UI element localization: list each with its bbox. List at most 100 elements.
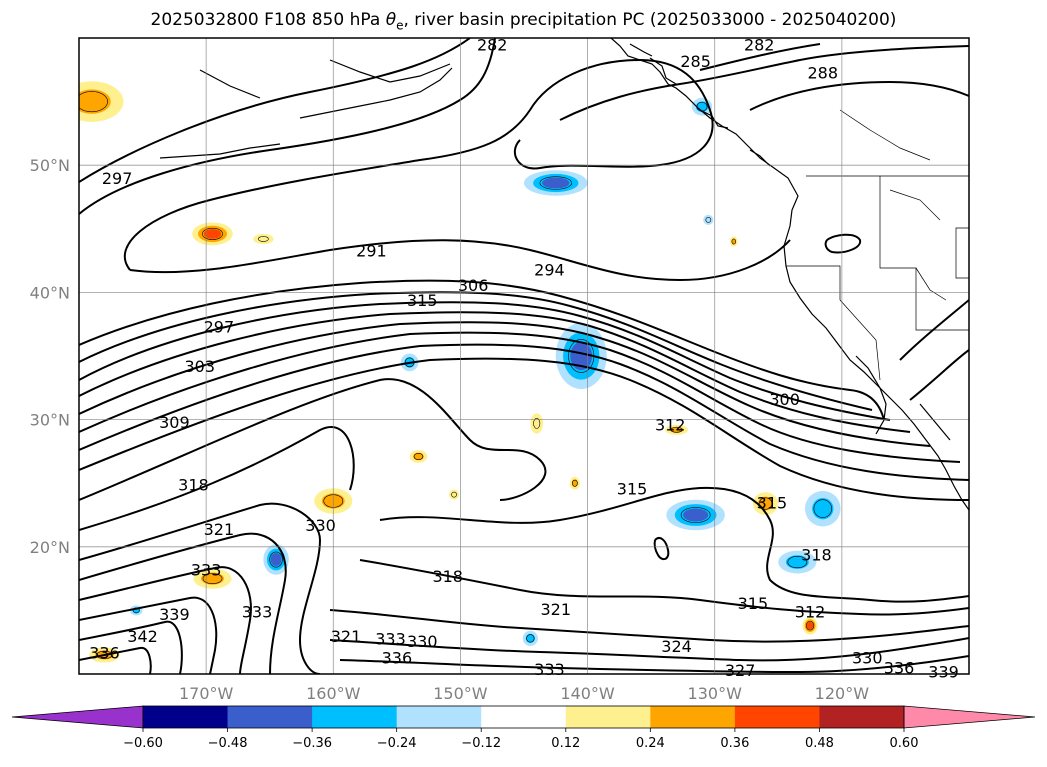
colorbar-segment xyxy=(396,706,482,728)
colorbar-tick-label: −0.12 xyxy=(461,736,501,751)
precip-anomaly-patch xyxy=(253,233,274,245)
contour-label: 297 xyxy=(204,318,235,337)
contour-label: 321 xyxy=(331,627,362,646)
precip-anomaly-outline xyxy=(572,479,578,487)
precip-anomaly-patch xyxy=(270,552,282,567)
precip-anomaly-patch xyxy=(703,214,714,225)
contour-label: 315 xyxy=(757,493,788,512)
precip-anomaly-outline xyxy=(451,491,457,498)
precip-anomaly-outline xyxy=(813,499,832,518)
contour-label: 339 xyxy=(928,662,959,681)
precip-anomaly-outline xyxy=(805,620,815,631)
contour-label: 303 xyxy=(185,357,216,376)
axis-tick-labels: 170°W 160°W 150°W 140°W 130°W 120°W 50°N 40°N 30… xyxy=(30,156,870,703)
contour-label: 288 xyxy=(808,63,839,82)
precip-anomaly-outline xyxy=(539,176,572,190)
colorbar-tick-label: 0.48 xyxy=(805,736,834,751)
contour-label: 327 xyxy=(725,661,756,680)
precip-anomaly-patch xyxy=(785,555,809,569)
contour-label: 318 xyxy=(801,545,832,564)
contour-labels: 282 282 285 288 297 291 294 306 315 297 303 300 309 3… xyxy=(89,35,959,681)
contour-label: 336 xyxy=(382,648,413,667)
precip-anomaly-outline xyxy=(705,217,712,223)
precip-anomaly-outline xyxy=(787,556,808,569)
precip-anomaly-patch xyxy=(683,508,709,522)
colorbar-tick-label: −0.36 xyxy=(292,736,332,751)
precip-anomaly-outline xyxy=(533,418,541,429)
colorbar-tick-label: −0.60 xyxy=(123,736,163,751)
colorbar-tick-label: 0.24 xyxy=(636,736,665,751)
contour-label: 336 xyxy=(89,643,120,662)
contour-label: 324 xyxy=(661,637,692,656)
lon-tick-label: 150°W xyxy=(433,684,488,703)
contour-label: 285 xyxy=(680,52,711,71)
colorbar-tick-label: −0.24 xyxy=(377,736,417,751)
contour-label: 321 xyxy=(204,520,235,539)
precip-anomaly-outline xyxy=(731,238,736,245)
precip-anomaly-patch xyxy=(669,426,684,433)
precip-anomaly-outline xyxy=(96,650,113,660)
contour-label: 282 xyxy=(744,35,775,54)
precip-anomaly-patch xyxy=(530,413,544,434)
precip-anomaly-patch xyxy=(812,497,834,520)
precip-anomaly-patch xyxy=(203,228,222,239)
contour-label: 330 xyxy=(852,648,883,667)
contour-label: 333 xyxy=(242,603,273,622)
contour-label: 300 xyxy=(769,390,800,409)
lat-tick-label: 20°N xyxy=(30,538,70,557)
lat-tick-label: 50°N xyxy=(30,156,70,175)
colorbar-tick-label: 0.36 xyxy=(720,736,749,751)
precip-anomaly-outline xyxy=(202,227,223,240)
precip-anomaly-outline xyxy=(680,507,711,523)
contour-label: 294 xyxy=(534,261,565,280)
precip-anomaly-patch xyxy=(542,177,570,189)
lon-tick-label: 160°W xyxy=(306,684,361,703)
precip-anomaly-patch xyxy=(201,572,224,585)
colorbar-segment xyxy=(819,706,905,728)
lon-tick-label: 130°W xyxy=(688,684,743,703)
lat-tick-label: 30°N xyxy=(30,411,70,430)
colorbar: −0.60 −0.48 −0.36 −0.24 −0.12 0.12 0.24 0.36 0.4… xyxy=(11,705,1036,751)
map-frame xyxy=(78,37,970,675)
contour-label: 330 xyxy=(305,516,336,535)
contour-label: 318 xyxy=(432,567,463,586)
contour-label: 342 xyxy=(127,627,158,646)
political-borders xyxy=(786,109,969,381)
contour-label: 297 xyxy=(102,169,133,188)
contour-label: 333 xyxy=(375,629,406,648)
colorbar-segment xyxy=(481,706,567,728)
theta-e-contours xyxy=(79,38,969,674)
colorbar-frame xyxy=(142,705,905,729)
contour-label: 318 xyxy=(178,475,209,494)
contour-label: 282 xyxy=(477,35,508,54)
contour-label: 312 xyxy=(795,603,826,622)
colorbar-segment xyxy=(734,706,820,728)
contour-label: 339 xyxy=(159,605,190,624)
colorbar-segment xyxy=(565,706,651,728)
contour-label: 336 xyxy=(884,659,915,678)
contour-label: 306 xyxy=(458,276,489,295)
contour-label: 333 xyxy=(534,660,565,679)
precip-anomaly-outline xyxy=(758,497,773,510)
precip-anomaly-outline xyxy=(670,426,683,433)
colorbar-segment xyxy=(143,706,229,728)
colorbar-tick-label: 0.12 xyxy=(551,736,580,751)
lon-tick-label: 120°W xyxy=(815,684,870,703)
colorbar-under-extend xyxy=(11,705,144,729)
contour-label: 291 xyxy=(356,241,387,260)
precip-anomaly-patch xyxy=(571,479,578,488)
precip-anomaly-outline xyxy=(269,551,283,568)
colorbar-tick-label: −0.48 xyxy=(208,736,248,751)
precip-anomaly-outline xyxy=(526,634,535,643)
contour-label: 333 xyxy=(191,561,222,580)
contour-label: 315 xyxy=(738,594,769,613)
precip-anomaly-outline xyxy=(413,453,424,460)
colorbar-segment xyxy=(227,706,313,728)
lat-tick-label: 40°N xyxy=(30,283,70,302)
colorbar-tick-label: 0.60 xyxy=(890,736,919,751)
precip-anomaly-outline xyxy=(202,573,223,584)
precip-anomaly-patch xyxy=(448,489,460,500)
graticule xyxy=(79,38,969,674)
contour-label: 309 xyxy=(159,413,190,432)
